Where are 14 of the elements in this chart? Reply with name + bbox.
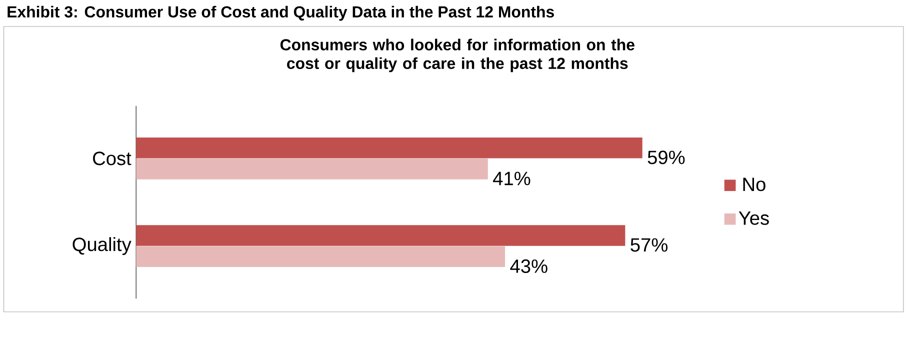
bar [136, 246, 506, 268]
legend-label: Yes [738, 212, 769, 225]
data-label: 59% [648, 150, 685, 164]
bar [136, 158, 488, 180]
bar [136, 225, 626, 246]
chart-subtitle: Consumers who looked for information on the cost or quality of care in the past 12 months [280, 38, 634, 72]
bar [136, 138, 642, 158]
legend-label: No [743, 178, 766, 192]
data-label: 43% [510, 260, 548, 274]
chart-title: Exhibit 3: Consumer Use of Cost and Quality Data in the Past 12 Months [8, 6, 554, 21]
data-label: 57% [630, 238, 668, 252]
y-tick-label: Cost [93, 152, 132, 166]
y-tick-label: Quality [72, 237, 132, 256]
data-label: 41% [493, 172, 530, 186]
